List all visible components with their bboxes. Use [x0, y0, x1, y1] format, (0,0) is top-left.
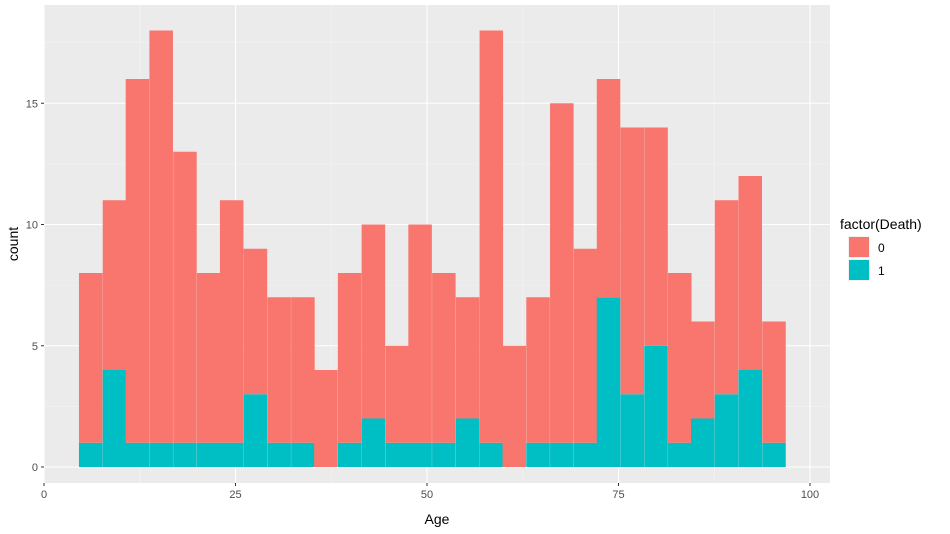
bar-death-1	[738, 370, 763, 467]
y-axis-title: count	[5, 227, 21, 261]
bar-death-0	[337, 273, 362, 443]
bar-death-1	[408, 442, 432, 467]
bar-death-0	[102, 200, 127, 370]
bar-death-1	[361, 418, 386, 467]
bar-death-0	[149, 30, 173, 443]
bar-death-0	[502, 345, 527, 467]
bar-death-0	[291, 297, 315, 443]
bar-death-0	[432, 273, 456, 443]
bar-death-1	[455, 418, 480, 467]
bar-death-1	[267, 442, 291, 467]
bar-death-0	[78, 273, 103, 443]
x-tick-label: 0	[41, 489, 47, 501]
bar-death-1	[526, 442, 550, 467]
bar-death-1	[102, 370, 127, 467]
y-axis: 0 5 10 15	[26, 98, 44, 474]
bar-death-0	[762, 321, 786, 443]
bar-death-1	[337, 442, 362, 467]
y-tick-label: 5	[32, 341, 38, 353]
bar-death-0	[361, 224, 386, 419]
bar-death-1	[479, 442, 504, 467]
x-tick-label: 100	[801, 489, 819, 501]
y-tick-label: 15	[26, 98, 38, 110]
bar-death-0	[125, 79, 150, 443]
bar-death-1	[550, 442, 574, 467]
x-tick-label: 25	[229, 489, 241, 501]
bar-death-1	[714, 394, 739, 467]
legend-title: factor(Death)	[840, 216, 922, 232]
bar-death-0	[738, 176, 763, 370]
bar-death-0	[526, 297, 550, 443]
bar-death-0	[550, 103, 574, 443]
bar-death-0	[479, 30, 504, 443]
bars-layer	[78, 30, 786, 467]
x-axis-title: Age	[425, 511, 450, 527]
legend-swatch-1	[849, 260, 869, 280]
bar-death-1	[291, 442, 315, 467]
bar-death-0	[714, 200, 739, 395]
bar-death-0	[196, 273, 221, 443]
bar-death-1	[620, 394, 645, 467]
x-tick-label: 75	[612, 489, 624, 501]
bar-death-0	[219, 200, 244, 443]
bar-death-1	[691, 418, 715, 467]
legend-label-0: 0	[878, 241, 885, 255]
bar-death-1	[644, 345, 668, 467]
bar-death-0	[668, 273, 692, 443]
bar-death-1	[243, 394, 268, 467]
bar-death-0	[173, 151, 197, 443]
bar-death-1	[385, 442, 409, 467]
bar-death-1	[149, 442, 173, 467]
bar-death-1	[196, 442, 221, 467]
bar-death-0	[644, 127, 668, 346]
x-axis: 0 25 50 75 100	[41, 483, 819, 501]
legend-swatch-0	[849, 237, 869, 257]
bar-death-0	[314, 370, 338, 467]
bar-death-0	[573, 248, 598, 443]
y-tick-label: 0	[32, 462, 38, 474]
bar-death-0	[691, 321, 715, 419]
bar-death-0	[385, 345, 409, 443]
bar-death-1	[573, 442, 598, 467]
y-tick-label: 10	[26, 220, 38, 232]
bar-death-1	[219, 442, 244, 467]
bar-death-0	[620, 127, 645, 395]
legend: factor(Death) 0 1	[840, 216, 922, 281]
bar-death-0	[267, 297, 291, 443]
legend-label-1: 1	[878, 264, 885, 278]
bar-death-1	[125, 442, 150, 467]
bar-death-0	[455, 297, 480, 419]
bar-death-0	[243, 248, 268, 395]
bar-death-1	[173, 442, 197, 467]
bar-death-0	[408, 224, 432, 443]
bar-death-1	[432, 442, 456, 467]
bar-death-1	[78, 442, 103, 467]
bar-death-0	[596, 79, 621, 298]
bar-death-1	[762, 442, 786, 467]
x-tick-label: 50	[421, 489, 433, 501]
bar-death-1	[668, 442, 692, 467]
bar-death-1	[596, 297, 621, 467]
